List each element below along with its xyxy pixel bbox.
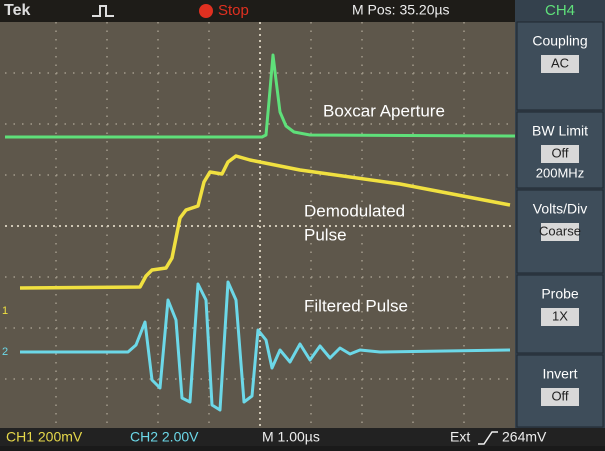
- brand: Tek: [4, 2, 30, 19]
- menu-value: AC: [551, 55, 569, 70]
- menu-label: Coupling: [532, 33, 587, 49]
- trace-label: Pulse: [304, 225, 347, 244]
- menu-value: Coarse: [539, 223, 581, 238]
- trace-label: Boxcar Aperture: [323, 101, 445, 120]
- menu-label: BW Limit: [532, 123, 588, 139]
- menu-items: Coupling AC BW Limit Off 200MHz Volts/Div Coar…: [517, 22, 603, 427]
- trace-label: Demodulated: [304, 201, 405, 220]
- menu-value: Off: [551, 145, 568, 160]
- channel-marker: 1: [2, 305, 8, 317]
- oscilloscope-screen: Boxcar Aperture Demodulated Pulse Filter…: [0, 0, 605, 446]
- menu-label: Probe: [541, 286, 579, 302]
- ch2-scale: CH2 2.00V: [130, 429, 199, 445]
- status: Stop: [218, 2, 249, 19]
- trigger-source: Ext: [450, 429, 470, 445]
- menu-value: Off: [551, 388, 568, 403]
- position: M Pos: 35.20µs: [352, 2, 450, 18]
- ch1-scale: CH1 200mV: [6, 429, 83, 445]
- channel-marker: 2: [2, 346, 8, 358]
- trigger-level: 264mV: [502, 429, 547, 445]
- menu-label: Invert: [542, 366, 577, 382]
- menu-value: 200MHz: [536, 165, 584, 180]
- menu-channel: CH4: [545, 2, 575, 19]
- trace-label: Filtered Pulse: [304, 296, 408, 315]
- menu-label: Volts/Div: [533, 201, 587, 217]
- stop-dot: [199, 4, 213, 18]
- menu-value: 1X: [552, 308, 568, 323]
- time-scale: M 1.00µs: [262, 429, 320, 445]
